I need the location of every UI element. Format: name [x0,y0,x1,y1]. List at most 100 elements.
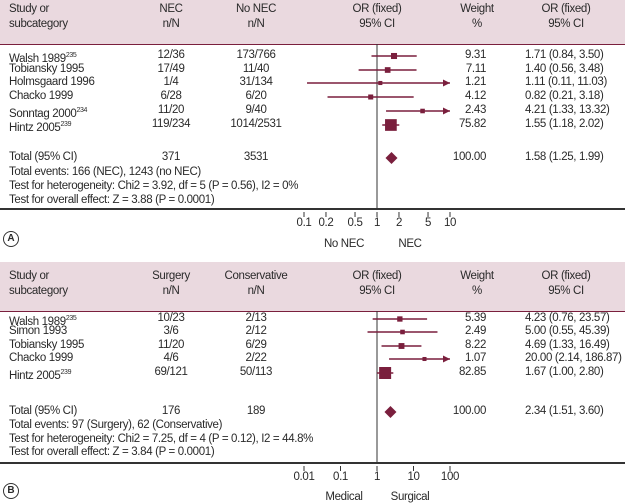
study-or-ci: 1.67 (1.00, 2.80) [525,366,604,378]
header-study-line1: Study or [9,270,50,282]
total-label: Total (95% CI) [9,151,77,163]
study-weight: 82.85 [458,366,486,378]
pooled-diamond [384,406,397,418]
study-name: Simon 1993 [9,325,67,337]
study-weight: 5.39 [465,312,486,324]
reference-superscript: 235 [65,52,77,59]
header-group1-line1: Surgery [152,270,190,282]
total-group2: 3531 [243,151,269,163]
header-ci-line2: 95% CI [548,285,584,297]
study-marker [400,329,405,335]
study-marker [397,316,403,322]
total-group2: 189 [246,405,266,417]
study-or-ci: 0.82 (0.21, 3.18) [525,90,604,102]
study-marker [379,367,392,379]
header-group2-line2: n/N [247,18,265,30]
group1-count: 1/4 [163,76,179,88]
study-weight: 1.07 [465,352,486,364]
group1-count: 12/36 [157,49,185,61]
summary-note: Total events: 97 (Surgery), 62 (Conserva… [9,419,223,431]
study-or-ci: 4.21 (1.33, 13.32) [525,104,610,116]
study-weight: 75.82 [458,118,486,130]
header-ci-line1: OR (fixed) [541,3,591,15]
group1-count: 69/121 [154,366,188,378]
header-plot-line1: OR (fixed) [352,270,402,282]
ci-arrow [443,79,450,87]
total-or-ci: 1.58 (1.25, 1.99) [525,151,604,163]
study-name: Chacko 1999 [9,352,73,364]
group2-count: 50/113 [239,366,273,378]
table-header: Study or subcategory Surgery n/N Conservativ… [0,262,625,312]
axis-tick-label: 100 [440,471,460,483]
group1-count: 10/23 [157,312,185,324]
header-ci-line2: 95% CI [548,18,584,30]
axis-tick-label: 10 [443,217,457,229]
study-marker [420,108,425,114]
group1-count: 4/6 [163,352,179,364]
axis-tick-label: 1 [373,217,381,229]
study-weight: 2.49 [465,325,486,337]
summary-note: Test for overall effect: Z = 3.88 (P = 0… [9,194,215,206]
axis-tick-label: 0.5 [347,217,363,229]
header-weight-line2: % [472,285,482,297]
study-marker [385,119,397,131]
table-bottom-rule [0,462,625,464]
axis-tick-label: 1 [373,471,381,483]
study-weight: 9.31 [465,49,486,61]
header-ci-line1: OR (fixed) [541,270,591,282]
study-name: Walsh 1989235 [9,52,77,65]
study-marker [390,52,398,60]
panel-label: A [3,231,19,247]
favours-left-label: No NEC [323,238,365,250]
header-study-line1: Study or [9,3,50,15]
reference-superscript: 239 [60,369,72,376]
summary-note: Test for heterogeneity: Chi2 = 3.92, df … [9,180,299,192]
study-name: Walsh 1989235 [9,315,77,328]
study-marker [368,94,374,100]
group2-count: 6/29 [245,339,267,351]
group1-count: 17/49 [157,63,185,75]
header-plot-line2: 95% CI [359,285,395,297]
study-or-ci: 4.69 (1.33, 16.49) [525,339,610,351]
header-group1-line2: n/N [162,18,180,30]
group1-count: 119/234 [151,118,191,130]
study-or-ci: 1.11 (0.11, 11.03) [525,76,607,88]
header-plot-line1: OR (fixed) [352,3,402,15]
reference-superscript: 235 [65,315,77,322]
total-weight: 100.00 [452,151,486,163]
study-name: Hintz 2005239 [9,369,72,382]
study-marker [378,80,383,86]
header-weight-line1: Weight [460,3,494,15]
group1-count: 11/20 [157,104,185,116]
panel-label: B [3,483,19,499]
group2-count: 9/40 [245,104,267,116]
favours-left-label: Medical [325,491,363,503]
group2-count: 173/766 [236,49,276,61]
group1-count: 6/28 [160,90,182,102]
header-group1-line1: NEC [159,3,183,15]
total-label: Total (95% CI) [9,405,77,417]
study-or-ci: 1.55 (1.18, 2.02) [525,118,604,130]
total-weight: 100.00 [452,405,486,417]
study-name: Sonntag 2000234 [9,107,88,120]
study-marker [422,356,427,362]
study-name: Tobiansky 1995 [9,63,85,75]
study-name: Hintz 2005239 [9,121,72,134]
header-weight-line1: Weight [460,270,494,282]
study-marker [398,343,405,349]
axis-tick-label: 5 [424,217,432,229]
group2-count: 2/13 [245,312,267,324]
header-plot-line2: 95% CI [359,18,395,30]
group2-count: 2/22 [245,352,267,364]
table-bottom-rule [0,208,625,210]
study-weight: 2.43 [465,104,486,116]
total-group1: 176 [161,405,181,417]
header-weight-line2: % [472,18,482,30]
group1-count: 11/20 [157,339,185,351]
summary-note: Total events: 166 (NEC), 1243 (no NEC) [9,166,201,178]
summary-note: Test for overall effect: Z = 3.84 (P = 0… [9,446,215,458]
study-name: Holmsgaard 1996 [9,76,95,88]
table-header: Study or subcategory NEC n/N No NEC n/N OR (fi… [0,0,625,45]
study-or-ci: 4.23 (0.76, 23.57) [525,312,610,324]
study-or-ci: 5.00 (0.55, 45.39) [525,325,610,337]
